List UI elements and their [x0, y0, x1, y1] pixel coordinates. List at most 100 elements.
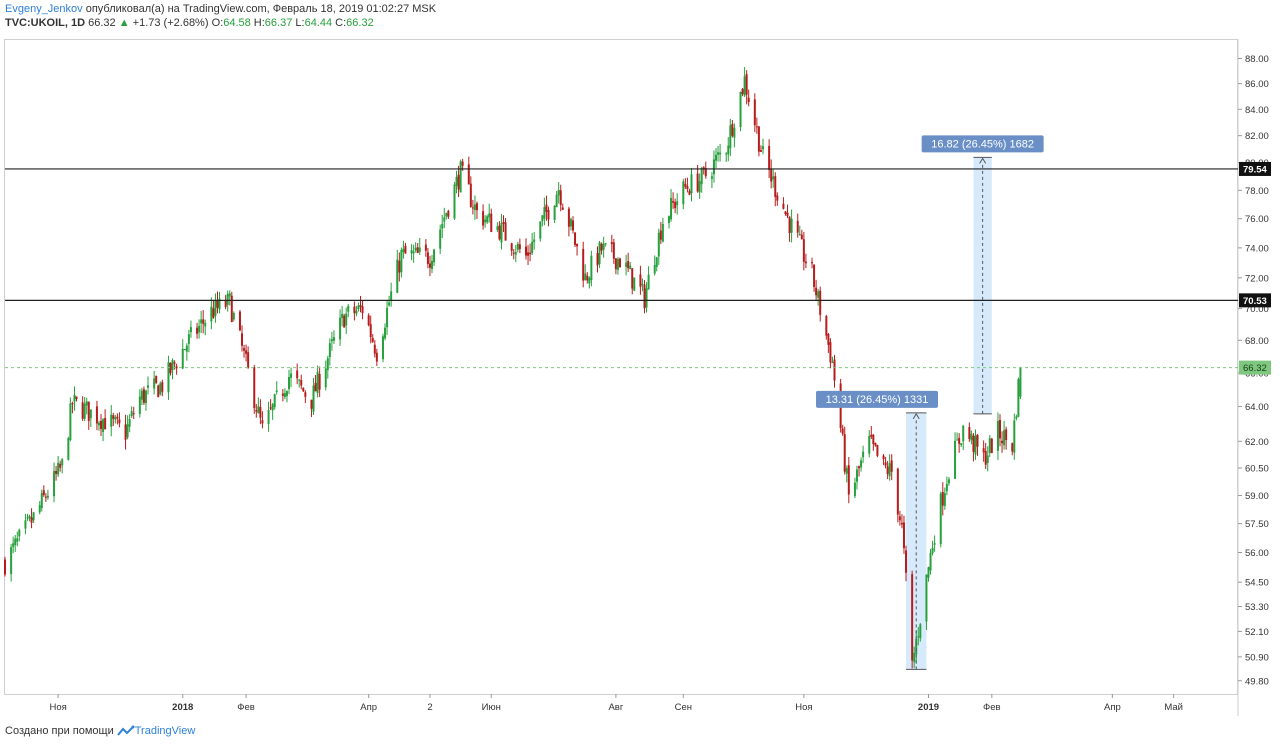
candle: [788, 216, 791, 242]
price-tick-label: 82.00: [1245, 131, 1269, 142]
candle-body: [161, 382, 164, 392]
candle-body: [1013, 420, 1016, 453]
candle: [870, 425, 873, 440]
candle: [228, 290, 231, 306]
candle: [124, 414, 127, 450]
candle-body: [905, 550, 908, 573]
candle: [261, 411, 264, 429]
candle-body: [919, 624, 922, 639]
candle: [85, 397, 88, 415]
candle-body: [253, 367, 256, 409]
tradingview-logo-link[interactable]: TradingView: [116, 725, 196, 737]
candle-body: [817, 291, 820, 298]
candle-body: [945, 483, 948, 492]
candle: [183, 348, 186, 351]
candle-body: [996, 420, 999, 451]
candle: [645, 282, 648, 313]
candle-body: [375, 352, 378, 362]
candle-body: [38, 505, 41, 513]
candle-body: [561, 207, 564, 210]
candle-body: [745, 74, 748, 95]
plot-area[interactable]: [4, 39, 1238, 695]
candle: [653, 255, 656, 276]
candle: [267, 401, 270, 432]
candle-body: [913, 652, 916, 662]
candle: [743, 67, 746, 97]
candle-body: [796, 220, 799, 233]
candle: [314, 375, 317, 392]
price-range-measure[interactable]: 13.31 (26.45%) 1331: [816, 390, 939, 670]
candle: [725, 152, 728, 162]
candle-body: [204, 323, 207, 327]
candle-body: [770, 168, 773, 182]
candle: [500, 214, 503, 250]
candle-body: [747, 97, 750, 103]
candle-body: [433, 249, 436, 263]
candle-body: [539, 221, 542, 239]
candle: [512, 249, 515, 260]
candle: [874, 442, 877, 447]
time-axis[interactable]: Ноя 2018 Фев Апр 2 Июн Авг Сен Ноя 2019 Фев Апр Май: [49, 694, 1183, 713]
candle-body: [831, 362, 834, 364]
candle: [439, 224, 442, 254]
candle: [688, 188, 691, 196]
candle: [757, 126, 760, 157]
candle-body: [183, 348, 186, 351]
candle: [559, 184, 562, 212]
candle: [471, 199, 474, 215]
candle: [633, 277, 636, 292]
candle-body: [627, 261, 630, 269]
candle-body: [976, 434, 979, 447]
candle: [847, 457, 850, 504]
candle-body: [890, 460, 893, 472]
candle-body: [962, 425, 965, 442]
candle: [712, 150, 715, 183]
candle: [253, 364, 256, 414]
candle: [990, 437, 993, 454]
candle: [631, 268, 634, 295]
candle-body: [147, 385, 150, 388]
candle: [459, 159, 462, 193]
candle-body: [600, 243, 603, 251]
candle: [130, 406, 133, 418]
measure-tools[interactable]: 13.31 (26.45%) 1331 16.82 (26.45%) 1682: [816, 135, 1044, 670]
candle-body: [285, 391, 288, 397]
candle: [73, 386, 76, 411]
candle-body: [271, 404, 274, 411]
price-tick-label: 52.10: [1245, 627, 1269, 638]
candle: [958, 433, 961, 453]
author-link[interactable]: Evgeny_Jenkov: [5, 3, 83, 15]
candle: [555, 191, 558, 208]
candle-body: [102, 419, 105, 433]
candle: [257, 397, 260, 414]
candle-body: [886, 466, 889, 475]
candle: [1001, 431, 1004, 453]
candle: [657, 228, 660, 265]
time-tick-label: Июн: [482, 702, 501, 713]
brand-name: TradingView: [134, 725, 196, 737]
candle: [582, 241, 585, 288]
candle: [475, 201, 478, 219]
candle: [543, 197, 546, 226]
candle: [339, 309, 342, 346]
open-value: 64.58: [223, 17, 251, 29]
candle: [410, 244, 413, 261]
candle: [271, 402, 274, 420]
candle: [600, 242, 603, 255]
candle: [245, 344, 248, 362]
price-tick-label: 86.00: [1245, 79, 1269, 90]
candle: [455, 170, 458, 194]
candle: [200, 311, 203, 334]
candle: [676, 193, 679, 215]
candle: [913, 646, 916, 669]
candle: [187, 329, 190, 353]
candle-body: [882, 455, 885, 460]
candle: [144, 389, 147, 411]
level-lines[interactable]: 79.54 70.53 66.32: [5, 161, 1271, 375]
price-range-measure[interactable]: 16.82 (26.45%) 1682: [921, 135, 1044, 415]
candle-body: [524, 246, 527, 256]
candle-body: [459, 161, 462, 193]
candle-body: [696, 173, 699, 192]
candle: [774, 172, 777, 207]
